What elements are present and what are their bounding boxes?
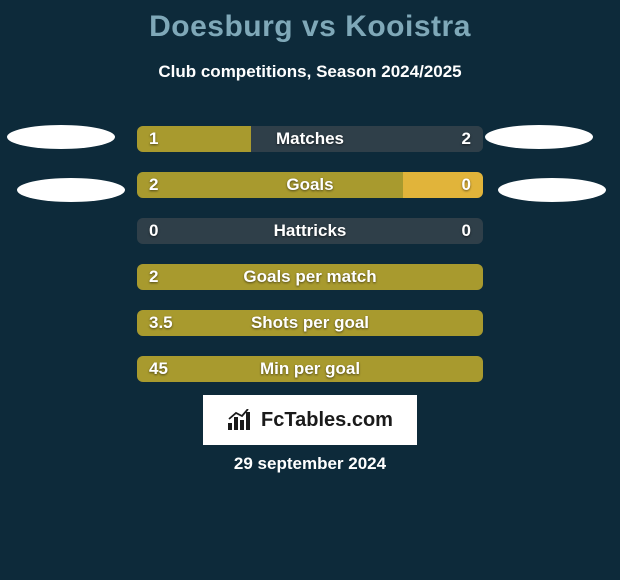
stat-row: Goals per match2 (137, 264, 483, 290)
bar-left-fill (137, 310, 483, 336)
stat-row: Matches12 (137, 126, 483, 152)
bar-track (137, 310, 483, 336)
subtitle: Club competitions, Season 2024/2025 (0, 62, 620, 82)
stat-row: Shots per goal3.5 (137, 310, 483, 336)
date-text: 29 september 2024 (0, 454, 620, 474)
background (0, 0, 620, 580)
brand-text: FcTables.com (261, 409, 393, 432)
bar-track (137, 264, 483, 290)
bar-track (137, 218, 483, 244)
player1-name: Doesburg (149, 10, 293, 43)
bar-track (137, 126, 483, 152)
team-ellipse (17, 178, 125, 202)
team-ellipse (498, 178, 606, 202)
bar-left-fill (137, 172, 403, 198)
bar-right-fill (251, 126, 483, 152)
team-ellipse (7, 125, 115, 149)
stat-row: Goals20 (137, 172, 483, 198)
stat-row: Min per goal45 (137, 356, 483, 382)
bar-track (137, 172, 483, 198)
bar-left-fill (137, 126, 251, 152)
bar-track (137, 356, 483, 382)
bar-left-fill (137, 356, 483, 382)
stat-row: Hattricks00 (137, 218, 483, 244)
bar-right-fill (403, 172, 483, 198)
brand-icon (227, 409, 255, 431)
player2-name: Kooistra (345, 10, 471, 43)
bar-left-fill (137, 264, 483, 290)
vs-text: vs (302, 10, 336, 43)
brand-box: FcTables.com (203, 395, 417, 445)
team-ellipse (485, 125, 593, 149)
comparison-title: Doesburg vs Kooistra (0, 10, 620, 44)
